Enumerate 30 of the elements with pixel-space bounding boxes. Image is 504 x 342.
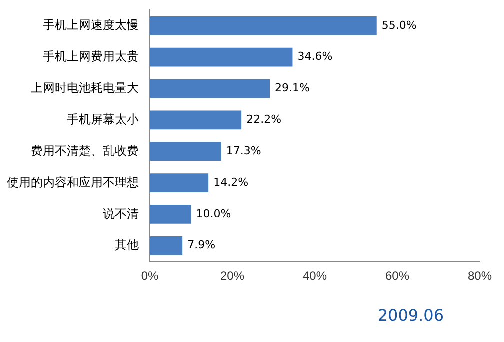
bar xyxy=(150,79,270,98)
y-tick-label: 说不清 xyxy=(103,206,139,221)
text: 2009.06 xyxy=(378,306,444,325)
y-tick-label: 手机上网费用太贵 xyxy=(43,50,139,64)
y-tick-label: 使用的内容和应用不理想 xyxy=(7,175,139,190)
data-label: 10.0% xyxy=(196,207,232,220)
data-label: 29.1% xyxy=(275,82,310,95)
data-label: 14.2% xyxy=(214,176,249,189)
bar xyxy=(150,142,222,162)
y-tick-label: 费用不清楚、乱收费 xyxy=(31,144,139,158)
x-tick-label: 80% xyxy=(468,269,492,284)
data-label: 22.2% xyxy=(246,113,282,126)
y-tick-label: 手机上网速度太慢 xyxy=(43,18,139,32)
bar xyxy=(150,236,183,256)
x-tick-label: 0% xyxy=(141,269,159,284)
bar xyxy=(150,205,192,224)
bar xyxy=(150,174,209,192)
x-tick-label: 20% xyxy=(220,269,245,284)
bar xyxy=(150,48,293,67)
data-label: 34.6% xyxy=(298,50,333,64)
y-tick-label: 手机屏幕太小 xyxy=(67,112,139,126)
x-tick-label: 40% xyxy=(302,269,328,284)
data-label: 55.0% xyxy=(382,18,417,32)
bar xyxy=(150,16,377,36)
data-label: 17.3% xyxy=(226,144,262,158)
y-tick-label: 上网时电池耗电量大 xyxy=(31,81,139,96)
data-label: 7.9% xyxy=(188,238,216,252)
bar xyxy=(150,110,242,130)
y-tick-label: 其他 xyxy=(115,238,139,252)
x-tick-label: 60% xyxy=(385,269,410,284)
